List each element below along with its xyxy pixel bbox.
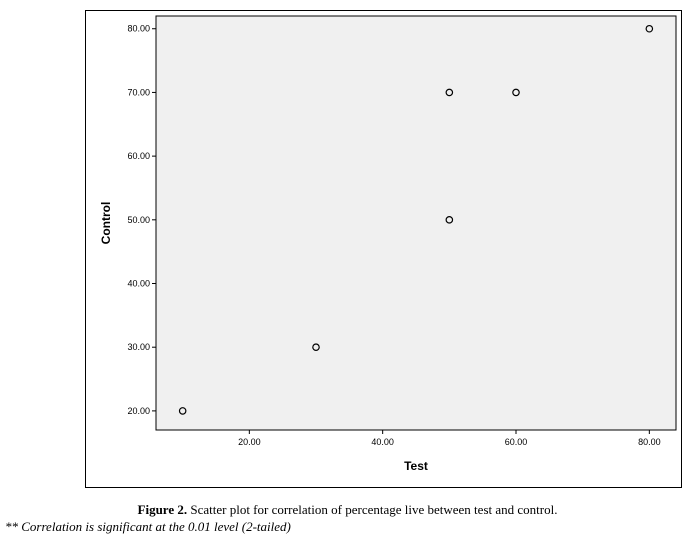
x-axis: 20.00 40.00 60.00 80.00 [238, 430, 661, 447]
y-tick-label: 80.00 [127, 24, 150, 34]
y-axis: 20.00 30.00 40.00 50.00 60.00 70.00 80.00 [127, 24, 156, 416]
figure-label: Figure 2. [137, 502, 188, 517]
data-points [178, 24, 654, 415]
y-tick-label: 40.00 [127, 279, 150, 289]
y-tick-label: 70.00 [127, 87, 150, 97]
x-tick-label: 40.00 [371, 437, 394, 447]
y-tick-label: 50.00 [127, 215, 150, 225]
x-tick-label: 80.00 [638, 437, 661, 447]
y-tick-label: 20.00 [127, 406, 150, 416]
plot-area [155, 15, 677, 431]
x-axis-title: Test [404, 459, 428, 473]
x-tick-label: 60.00 [505, 437, 528, 447]
data-point [178, 407, 187, 415]
data-point [645, 24, 654, 33]
y-tick-label: 60.00 [127, 151, 150, 161]
significance-footnote: ** Correlation is significant at the 0.0… [5, 519, 291, 534]
y-tick-label: 30.00 [127, 342, 150, 352]
y-axis-title: Control [99, 202, 113, 245]
x-tick-label: 20.00 [238, 437, 261, 447]
data-point [445, 216, 454, 224]
chart-frame: 20.00 30.00 40.00 50.00 60.00 70.00 80.00 20.0… [85, 10, 682, 488]
data-point [312, 343, 320, 352]
figure-caption: Figure 2. Scatter plot for correlation o… [0, 502, 695, 518]
data-point [512, 88, 520, 97]
data-point [445, 88, 454, 97]
scatter-chart: 20.00 30.00 40.00 50.00 60.00 70.00 80.00 20.0… [99, 15, 677, 473]
figure-caption-text: Scatter plot for correlation of percenta… [187, 502, 558, 517]
